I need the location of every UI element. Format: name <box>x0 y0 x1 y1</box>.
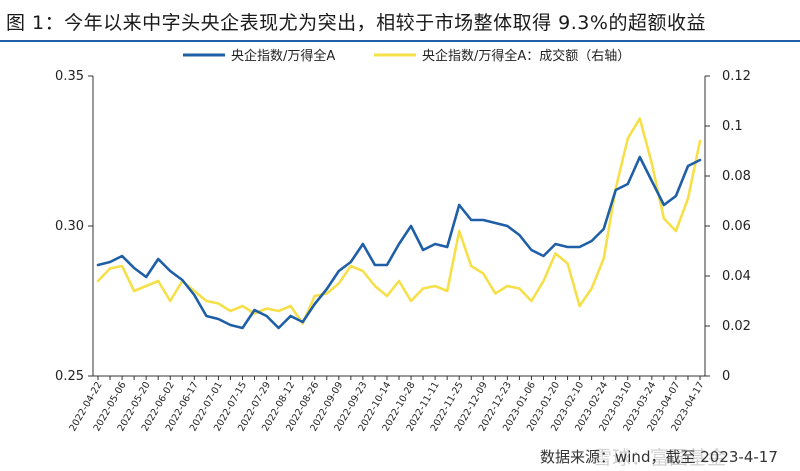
title-divider <box>0 40 800 42</box>
left-axis-tick-label: 0.25 <box>55 369 84 384</box>
right-axis-tick-label: 0.12 <box>722 69 751 84</box>
chart: 0.250.300.3500.020.040.060.080.10.122022… <box>55 48 751 433</box>
watermark: 雪球：富国基金 <box>593 447 727 469</box>
right-axis-tick-label: 0.08 <box>722 169 751 184</box>
axes: 0.250.300.3500.020.040.060.080.10.122022… <box>55 69 751 433</box>
right-axis-tick-label: 0.02 <box>722 319 751 334</box>
right-axis-tick-label: 0 <box>722 369 730 384</box>
series-group <box>96 117 702 330</box>
title-bar: 图 1：今年以来中字头央企表现尤为突出，相较于市场整体取得 9.3%的超额收益 <box>0 0 800 42</box>
right-axis-tick-label: 0.06 <box>722 219 751 234</box>
legend: 央企指数/万得全A 央企指数/万得全A：成交额（右轴） <box>183 48 630 64</box>
left-axis-tick-label: 0.30 <box>55 219 84 234</box>
right-axis-tick-label: 0.1 <box>722 119 743 134</box>
legend-label-2: 央企指数/万得全A：成交额（右轴） <box>422 48 630 64</box>
series-line-turnover-ratio <box>96 117 702 325</box>
chart-title: 图 1：今年以来中字头央企表现尤为突出，相较于市场整体取得 9.3%的超额收益 <box>6 12 706 34</box>
data-source: 数据来源：wind，截至 2023-4-17 <box>540 448 778 466</box>
series-line-central-soe-ratio <box>96 155 702 330</box>
right-axis-tick-label: 0.04 <box>722 269 751 284</box>
legend-label-1: 央企指数/万得全A <box>231 48 335 64</box>
left-axis-tick-label: 0.35 <box>55 69 84 84</box>
